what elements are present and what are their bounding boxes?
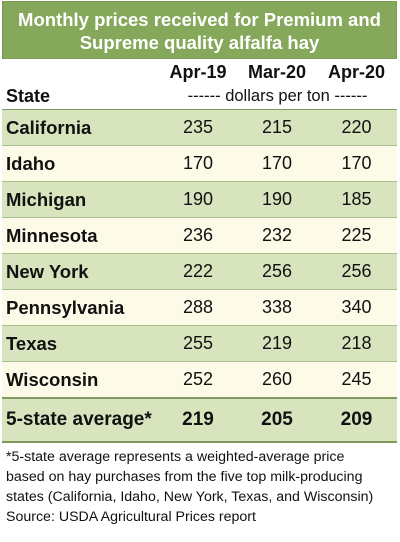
price-cell: 170 [316,145,397,182]
average-label: 5-state average* [2,397,158,443]
price-cell: 256 [238,253,316,290]
price-cell: 170 [238,145,316,182]
unit-label: ------ dollars per ton ------ [158,83,397,110]
table-row: New York 222 256 256 [2,253,397,290]
price-cell: 260 [238,361,316,399]
average-row: 5-state average* 219 205 209 [2,397,397,443]
price-cell: 236 [158,217,238,254]
column-header-apr-19: Apr-19 [158,59,238,83]
price-cell: 252 [158,361,238,399]
price-cell: 256 [316,253,397,290]
price-cell: 225 [316,217,397,254]
table-row: Wisconsin 252 260 245 [2,361,397,399]
price-cell: 222 [158,253,238,290]
state-name: Pennsylvania [2,289,158,326]
table-row: Texas 255 219 218 [2,325,397,362]
average-value: 209 [316,397,397,443]
price-cell: 170 [158,145,238,182]
price-cell: 218 [316,325,397,362]
price-cell: 220 [316,109,397,146]
state-name: Texas [2,325,158,362]
price-cell: 255 [158,325,238,362]
column-header-mar-20: Mar-20 [238,59,316,83]
price-cell: 219 [238,325,316,362]
table-row: Minnesota 236 232 225 [2,217,397,254]
average-value: 205 [238,397,316,443]
price-table: Apr-19 Mar-20 Apr-20 State ------ dollar… [2,59,397,443]
table-row: California 235 215 220 [2,109,397,146]
price-cell: 215 [238,109,316,146]
price-cell: 288 [158,289,238,326]
price-cell: 185 [316,181,397,218]
price-cell: 190 [158,181,238,218]
price-cell: 232 [238,217,316,254]
price-cell: 245 [316,361,397,399]
title-line-2: Supreme quality alfalfa hay [79,32,320,53]
source-line: Source: USDA Agricultural Prices report [6,509,256,525]
footnote-line-1: *5-state average represents a weighted-a… [6,449,345,465]
state-name: Michigan [2,181,158,218]
state-name: Idaho [2,145,158,182]
price-cell: 340 [316,289,397,326]
footnote-line-3: states (California, Idaho, New York, Tex… [6,489,374,505]
price-table-figure: Monthly prices received for Premium and … [2,1,397,527]
table-row: Michigan 190 190 185 [2,181,397,218]
unit-row: State ------ dollars per ton ------ [2,83,397,110]
price-cell: 338 [238,289,316,326]
footnote: *5-state average represents a weighted-a… [2,443,397,527]
state-name: Wisconsin [2,361,158,399]
price-cell: 235 [158,109,238,146]
footnote-line-2: based on hay purchases from the five top… [6,469,363,485]
column-header-apr-20: Apr-20 [316,59,397,83]
table-title: Monthly prices received for Premium and … [2,1,397,59]
header-blank [2,59,158,83]
state-name: Minnesota [2,217,158,254]
state-header: State [2,83,158,110]
column-header-row: Apr-19 Mar-20 Apr-20 [2,59,397,83]
state-name: New York [2,253,158,290]
state-name: California [2,109,158,146]
table-row: Pennsylvania 288 338 340 [2,289,397,326]
price-cell: 190 [238,181,316,218]
title-line-1: Monthly prices received for Premium and [18,9,381,30]
table-row: Idaho 170 170 170 [2,145,397,182]
average-value: 219 [158,397,238,443]
